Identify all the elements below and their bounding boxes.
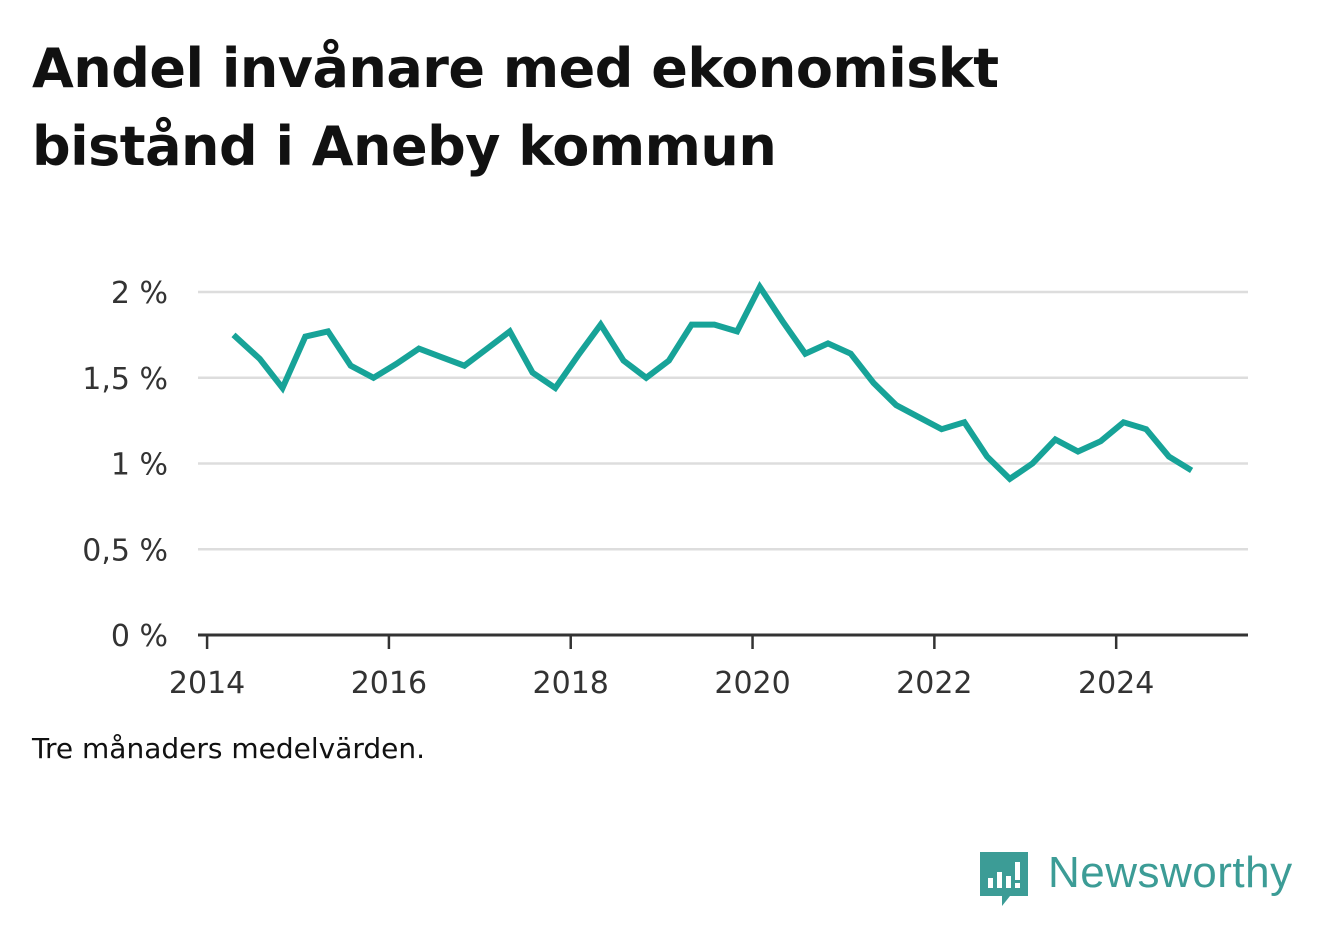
data-point	[757, 284, 763, 290]
series-line	[231, 280, 1194, 483]
y-tick-label: 0,5 %	[82, 533, 168, 568]
newsworthy-bar-chart-logo-icon	[980, 852, 1028, 906]
data-point	[461, 363, 467, 369]
x-tick-label: 2020	[714, 666, 790, 701]
data-point	[1052, 437, 1058, 443]
newsworthy-logo[interactable]: Newsworthy	[980, 846, 1300, 916]
chart-note: Tre månaders medelvärden.	[32, 732, 426, 765]
data-point	[871, 380, 877, 386]
x-tick-label: 2016	[351, 666, 427, 701]
x-axis-ticks: 2014 2016 2018 2020 2022 2024	[169, 633, 1248, 701]
data-point	[916, 414, 922, 420]
data-point	[348, 363, 354, 369]
data-point	[621, 358, 627, 364]
x-tick-label: 2018	[533, 666, 609, 701]
data-point	[825, 340, 831, 346]
y-axis-ticks: 0 % 0,5 % 1 % 1,5 % 2 %	[82, 276, 168, 654]
data-point	[984, 454, 990, 460]
data-point	[711, 322, 717, 328]
line-chart: 0 % 0,5 % 1 % 1,5 % 2 % 2014 2016 2018 2020 2022…	[82, 276, 1248, 701]
data-point	[598, 322, 604, 328]
data-point	[507, 328, 513, 334]
y-tick-label: 2 %	[111, 276, 168, 311]
y-tick-label: 0 %	[111, 619, 168, 654]
data-point	[439, 354, 445, 360]
data-point	[1121, 419, 1127, 425]
data-point	[484, 346, 490, 352]
data-point	[1075, 449, 1081, 455]
data-point	[802, 351, 808, 357]
data-point	[302, 334, 308, 340]
grid-lines	[198, 290, 1248, 551]
x-tick-label: 2024	[1078, 666, 1154, 701]
x-tick-label: 2022	[896, 666, 972, 701]
data-point	[939, 426, 945, 432]
data-point	[552, 385, 558, 391]
data-point	[1166, 454, 1172, 460]
data-points	[231, 284, 1195, 482]
data-point	[231, 332, 237, 338]
data-point	[371, 375, 377, 381]
data-point	[893, 402, 899, 408]
data-point	[848, 351, 854, 357]
data-point	[1030, 461, 1036, 467]
data-point	[257, 356, 263, 362]
brand-name: Newsworthy	[1048, 848, 1293, 897]
data-point	[689, 322, 695, 328]
chart-title: Andel invånare med ekonomiskt bistånd i …	[32, 37, 999, 178]
data-point	[1143, 426, 1149, 432]
data-point	[961, 419, 967, 425]
data-point	[780, 318, 786, 324]
y-tick-label: 1 %	[111, 448, 168, 483]
x-tick-label: 2014	[169, 666, 245, 701]
data-point	[575, 353, 581, 359]
data-point	[416, 346, 422, 352]
data-point	[666, 358, 672, 364]
data-point	[393, 361, 399, 367]
data-point	[734, 328, 740, 334]
data-point	[280, 385, 286, 391]
y-tick-label: 1,5 %	[82, 362, 168, 397]
data-point	[1007, 476, 1013, 482]
data-point	[643, 375, 649, 381]
data-point	[325, 328, 331, 334]
data-point	[1098, 438, 1104, 444]
data-point	[1189, 467, 1195, 473]
data-point	[530, 370, 536, 376]
